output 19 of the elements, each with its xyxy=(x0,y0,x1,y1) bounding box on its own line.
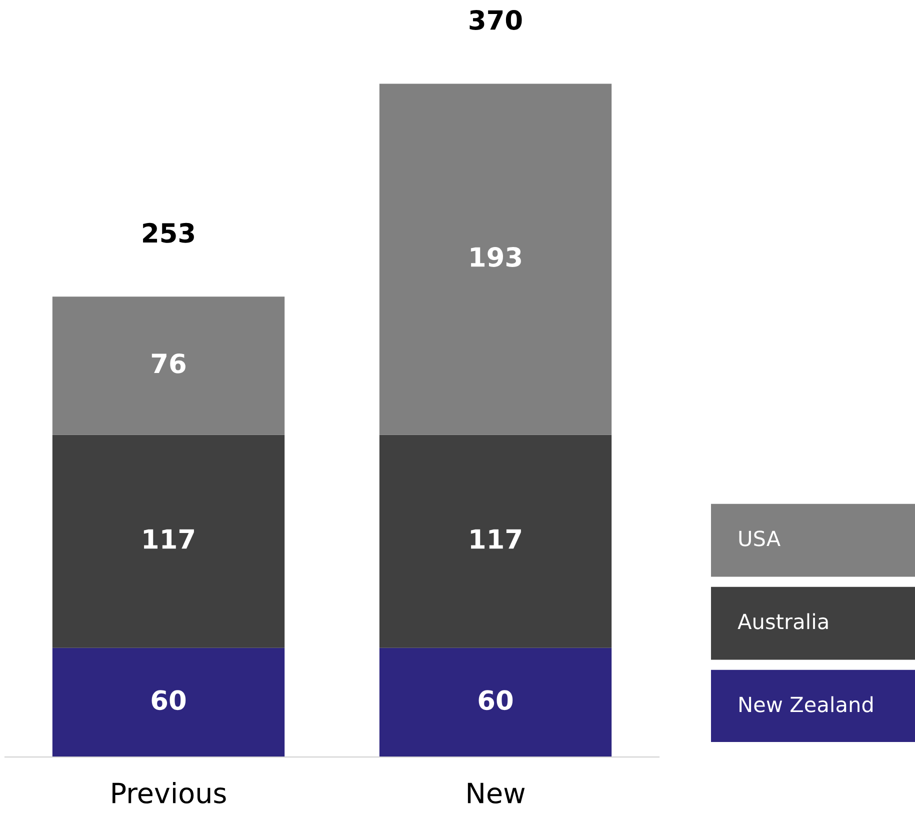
data-label: 193 xyxy=(470,247,521,267)
total-label: 370 xyxy=(470,10,522,30)
x-tick-label: Previous xyxy=(112,782,226,804)
text: Australia xyxy=(738,613,828,630)
text: USA xyxy=(739,530,780,546)
total-label: 253 xyxy=(143,222,194,243)
bar xyxy=(52,434,285,648)
data-label: 117 xyxy=(470,529,521,549)
text: New Zealand xyxy=(740,696,873,712)
bar xyxy=(52,296,285,435)
data-label: 60 xyxy=(152,690,186,710)
bar xyxy=(52,648,285,757)
data-label: 60 xyxy=(478,690,513,710)
bar xyxy=(379,648,612,757)
data-label: 76 xyxy=(152,353,186,374)
bar xyxy=(379,84,612,435)
data-label: 117 xyxy=(144,529,194,549)
bar xyxy=(379,434,612,648)
x-tick-label: New xyxy=(468,782,525,804)
